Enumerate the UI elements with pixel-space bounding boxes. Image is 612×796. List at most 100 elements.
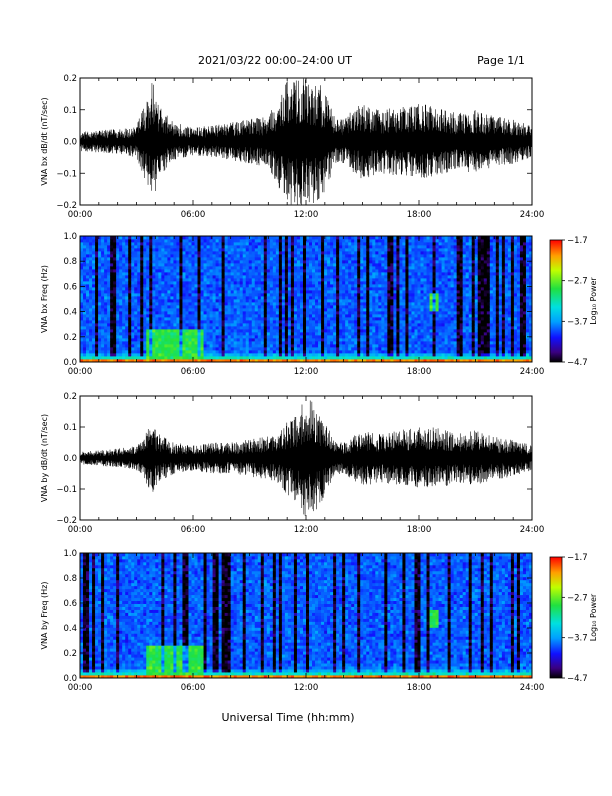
spec-cell bbox=[128, 278, 131, 281]
spec-cell bbox=[378, 356, 381, 359]
spec-cell bbox=[119, 254, 122, 257]
spec-cell bbox=[140, 281, 143, 284]
spec-cell bbox=[137, 338, 140, 341]
spec-cell bbox=[408, 323, 411, 326]
spec-cell bbox=[345, 287, 348, 290]
spec-cell bbox=[267, 314, 270, 317]
spec-cell bbox=[273, 260, 276, 263]
spec-cell bbox=[270, 284, 273, 287]
spec-cell bbox=[207, 278, 210, 281]
spec-cell bbox=[276, 338, 279, 341]
spec-cell bbox=[427, 260, 430, 263]
spec-cell bbox=[306, 320, 309, 323]
spec-cell bbox=[291, 335, 294, 338]
spec-cell bbox=[216, 299, 219, 302]
spec-cell bbox=[303, 335, 306, 338]
spec-cell bbox=[327, 353, 330, 356]
spec-cell bbox=[116, 317, 119, 320]
spec-cell bbox=[89, 290, 92, 293]
spec-cell bbox=[270, 305, 273, 308]
spec-cell bbox=[143, 302, 146, 305]
spec-cell bbox=[354, 347, 357, 350]
spec-cell bbox=[92, 278, 95, 281]
spec-cell bbox=[399, 311, 402, 314]
spec-cell bbox=[170, 251, 173, 254]
spec-cell bbox=[107, 269, 110, 272]
spec-cell bbox=[122, 251, 125, 254]
spec-cell bbox=[312, 284, 315, 287]
spec-cell bbox=[390, 236, 393, 239]
spec-cell bbox=[309, 242, 312, 245]
spec-cell bbox=[315, 257, 318, 260]
spec-cell bbox=[213, 338, 216, 341]
spec-cell bbox=[225, 269, 228, 272]
spec-cell bbox=[372, 329, 375, 332]
spec-cell bbox=[207, 263, 210, 266]
spec-cell bbox=[285, 293, 288, 296]
spec-cell bbox=[291, 242, 294, 245]
spec-cell bbox=[357, 335, 360, 338]
spec-cell bbox=[375, 344, 378, 347]
spec-cell bbox=[119, 293, 122, 296]
spec-cell bbox=[161, 296, 164, 299]
spec-cell bbox=[342, 341, 345, 344]
spec-cell bbox=[303, 350, 306, 353]
spec-cell bbox=[366, 281, 369, 284]
spec-cell bbox=[300, 254, 303, 257]
spec-cell bbox=[312, 269, 315, 272]
spec-cell bbox=[276, 320, 279, 323]
spec-cell bbox=[264, 248, 267, 251]
spec-cell bbox=[140, 299, 143, 302]
spec-cell bbox=[285, 323, 288, 326]
spec-cell bbox=[83, 260, 86, 263]
spec-cell bbox=[185, 251, 188, 254]
spec-cell bbox=[324, 263, 327, 266]
spec-cell bbox=[336, 287, 339, 290]
spec-cell bbox=[330, 299, 333, 302]
spec-cell bbox=[234, 347, 237, 350]
spec-cell bbox=[176, 299, 179, 302]
spec-cell bbox=[213, 302, 216, 305]
spec-cell bbox=[258, 317, 261, 320]
spec-cell bbox=[430, 281, 433, 284]
spec-cell bbox=[424, 236, 427, 239]
spec-cell bbox=[258, 314, 261, 317]
spec-cell bbox=[393, 317, 396, 320]
spec-cell bbox=[330, 341, 333, 344]
spec-cell bbox=[324, 269, 327, 272]
spec-cell bbox=[161, 329, 164, 332]
spec-cell bbox=[267, 269, 270, 272]
spec-cell bbox=[267, 344, 270, 347]
spec-cell bbox=[188, 278, 191, 281]
spec-cell bbox=[369, 314, 372, 317]
spec-cell bbox=[185, 335, 188, 338]
spec-cell bbox=[182, 314, 185, 317]
spec-cell bbox=[399, 242, 402, 245]
spec-cell bbox=[155, 251, 158, 254]
spec-cell bbox=[300, 335, 303, 338]
spec-cell bbox=[107, 302, 110, 305]
spec-cell bbox=[372, 290, 375, 293]
spec-cell bbox=[167, 311, 170, 314]
spec-cell bbox=[372, 284, 375, 287]
spec-cell bbox=[231, 275, 234, 278]
spec-cell bbox=[234, 344, 237, 347]
spec-cell bbox=[421, 314, 424, 317]
spec-cell bbox=[173, 329, 176, 332]
spec-cell bbox=[219, 275, 222, 278]
spec-cell bbox=[357, 287, 360, 290]
spec-cell bbox=[366, 314, 369, 317]
spec-cell bbox=[417, 311, 420, 314]
spectrogram-cells bbox=[80, 236, 532, 362]
spec-cell bbox=[252, 236, 255, 239]
spec-cell bbox=[327, 350, 330, 353]
spec-cell bbox=[243, 290, 246, 293]
spec-cell bbox=[216, 248, 219, 251]
spec-cell bbox=[161, 251, 164, 254]
spec-cell bbox=[195, 329, 198, 332]
spec-cell bbox=[167, 236, 170, 239]
spec-cell bbox=[173, 341, 176, 344]
spec-cell bbox=[351, 323, 354, 326]
spec-cell bbox=[288, 350, 291, 353]
spec-cell bbox=[297, 275, 300, 278]
